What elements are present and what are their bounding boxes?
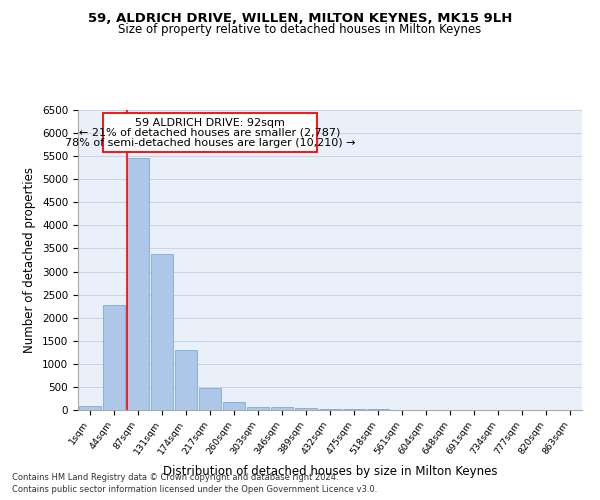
Bar bbox=[271, 407, 293, 410]
Bar bbox=[247, 406, 269, 410]
Bar bbox=[223, 402, 245, 410]
Text: ← 21% of detached houses are smaller (2,787): ← 21% of detached houses are smaller (2,… bbox=[79, 127, 341, 137]
Bar bbox=[295, 408, 317, 410]
X-axis label: Distribution of detached houses by size in Milton Keynes: Distribution of detached houses by size … bbox=[163, 465, 497, 478]
Bar bbox=[199, 388, 221, 410]
Bar bbox=[103, 305, 125, 410]
Text: 78% of semi-detached houses are larger (10,210) →: 78% of semi-detached houses are larger (… bbox=[65, 138, 355, 147]
Y-axis label: Number of detached properties: Number of detached properties bbox=[23, 167, 37, 353]
Text: 59 ALDRICH DRIVE: 92sqm: 59 ALDRICH DRIVE: 92sqm bbox=[135, 118, 285, 128]
Text: Contains HM Land Registry data © Crown copyright and database right 2024.: Contains HM Land Registry data © Crown c… bbox=[12, 474, 338, 482]
Bar bbox=[319, 408, 341, 410]
Text: 59, ALDRICH DRIVE, WILLEN, MILTON KEYNES, MK15 9LH: 59, ALDRICH DRIVE, WILLEN, MILTON KEYNES… bbox=[88, 12, 512, 26]
Bar bbox=[79, 406, 101, 410]
Bar bbox=[175, 350, 197, 410]
Bar bbox=[127, 158, 149, 410]
Text: Contains public sector information licensed under the Open Government Licence v3: Contains public sector information licen… bbox=[12, 485, 377, 494]
Text: Size of property relative to detached houses in Milton Keynes: Size of property relative to detached ho… bbox=[118, 22, 482, 36]
Bar bbox=[343, 409, 365, 410]
FancyBboxPatch shape bbox=[103, 113, 317, 152]
Bar bbox=[151, 254, 173, 410]
